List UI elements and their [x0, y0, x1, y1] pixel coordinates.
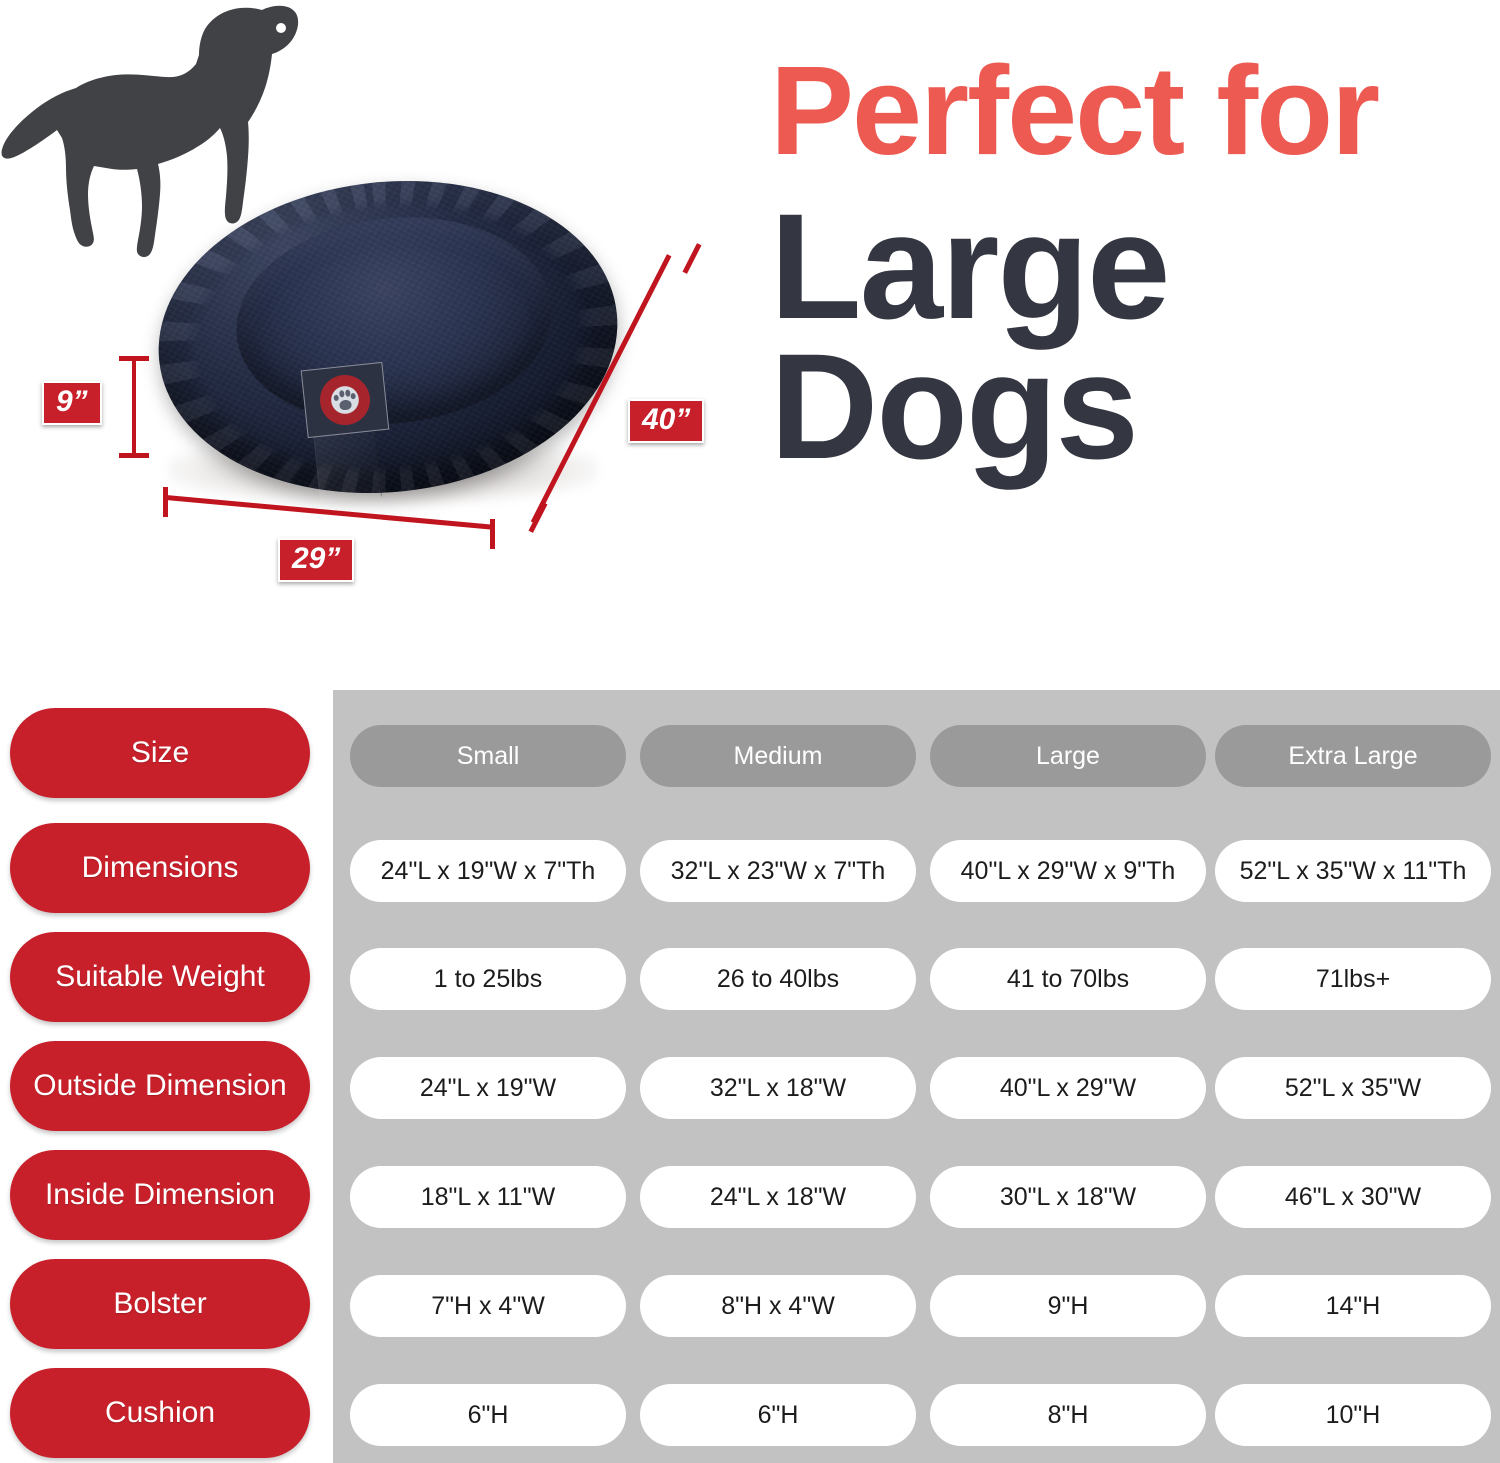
row-label-cushion: Cushion [10, 1368, 310, 1458]
row-label-suitable-weight: Suitable Weight [10, 932, 310, 1022]
headline-line-large: Large [770, 182, 1170, 351]
column-header-large: Large [930, 725, 1206, 787]
height-dimension-label: 9” [42, 381, 102, 425]
cell-cushion-large: 8"H [930, 1384, 1206, 1446]
row-label-bolster: Bolster [10, 1259, 310, 1349]
column-header-small: Small [350, 725, 626, 787]
spec-table-panel: Small Medium Large Extra Large 24"L x 19"W x… [333, 690, 1500, 1463]
column-header-medium: Medium [640, 725, 916, 787]
row-label-inside-dimension: Inside Dimension [10, 1150, 310, 1240]
cell-dimensions-large: 40"L x 29"W x 9"Th [930, 840, 1206, 902]
cell-outside-dimension-medium: 32"L x 18"W [640, 1057, 916, 1119]
brand-tag [300, 361, 390, 439]
cell-outside-dimension-large: 40"L x 29"W [930, 1057, 1206, 1119]
cell-dimensions-extra-large: 52"L x 35"W x 11"Th [1215, 840, 1491, 902]
headline-line-perfect-for: Perfect for [770, 40, 1380, 181]
cell-outside-dimension-small: 24"L x 19"W [350, 1057, 626, 1119]
cell-inside-dimension-small: 18"L x 11"W [350, 1166, 626, 1228]
cell-dimensions-medium: 32"L x 23"W x 7"Th [640, 840, 916, 902]
cell-bolster-medium: 8"H x 4"W [640, 1275, 916, 1337]
spec-row-label-column: Size Dimensions Suitable Weight Outside Dim… [0, 690, 333, 1463]
cell-suitable-weight-medium: 26 to 40lbs [640, 948, 916, 1010]
height-dimension-line [132, 358, 136, 458]
cell-cushion-extra-large: 10"H [1215, 1384, 1491, 1446]
height-dimension-cap-bottom [119, 453, 149, 458]
hero-section: 9” 29” 40” Perfect for Large Dogs [0, 0, 1500, 690]
length-dimension-label: 40” [628, 399, 705, 443]
width-dimension-label: 29” [278, 538, 355, 582]
cell-suitable-weight-large: 41 to 70lbs [930, 948, 1206, 1010]
cell-dimensions-small: 24"L x 19"W x 7"Th [350, 840, 626, 902]
height-dimension-cap-top [119, 356, 149, 361]
size-spec-table: Small Medium Large Extra Large 24"L x 19"W x… [0, 690, 1500, 1463]
row-label-dimensions: Dimensions [10, 823, 310, 913]
cell-bolster-small: 7"H x 4"W [350, 1275, 626, 1337]
width-dimension-cap-right [490, 519, 495, 549]
cell-outside-dimension-extra-large: 52"L x 35"W [1215, 1057, 1491, 1119]
row-label-size: Size [10, 708, 310, 798]
majestic-pet-logo-badge [317, 372, 373, 428]
cell-inside-dimension-medium: 24"L x 18"W [640, 1166, 916, 1228]
cell-suitable-weight-extra-large: 71lbs+ [1215, 948, 1491, 1010]
paw-print-icon [333, 388, 357, 412]
hero-headline: Perfect for Large Dogs [770, 40, 1490, 490]
cell-bolster-large: 9"H [930, 1275, 1206, 1337]
width-dimension-cap-left [163, 487, 168, 517]
row-label-outside-dimension: Outside Dimension [10, 1041, 310, 1131]
cell-inside-dimension-large: 30"L x 18"W [930, 1166, 1206, 1228]
navy-bolster-dog-bed [128, 158, 728, 560]
cell-inside-dimension-extra-large: 46"L x 30"W [1215, 1166, 1491, 1228]
cell-bolster-extra-large: 14"H [1215, 1275, 1491, 1337]
headline-line-dogs: Dogs [770, 321, 1139, 490]
cell-cushion-small: 6"H [350, 1384, 626, 1446]
column-header-extra-large: Extra Large [1215, 725, 1491, 787]
cell-suitable-weight-small: 1 to 25lbs [350, 948, 626, 1010]
large-dog-silhouette [1, 5, 299, 257]
cell-cushion-medium: 6"H [640, 1384, 916, 1446]
